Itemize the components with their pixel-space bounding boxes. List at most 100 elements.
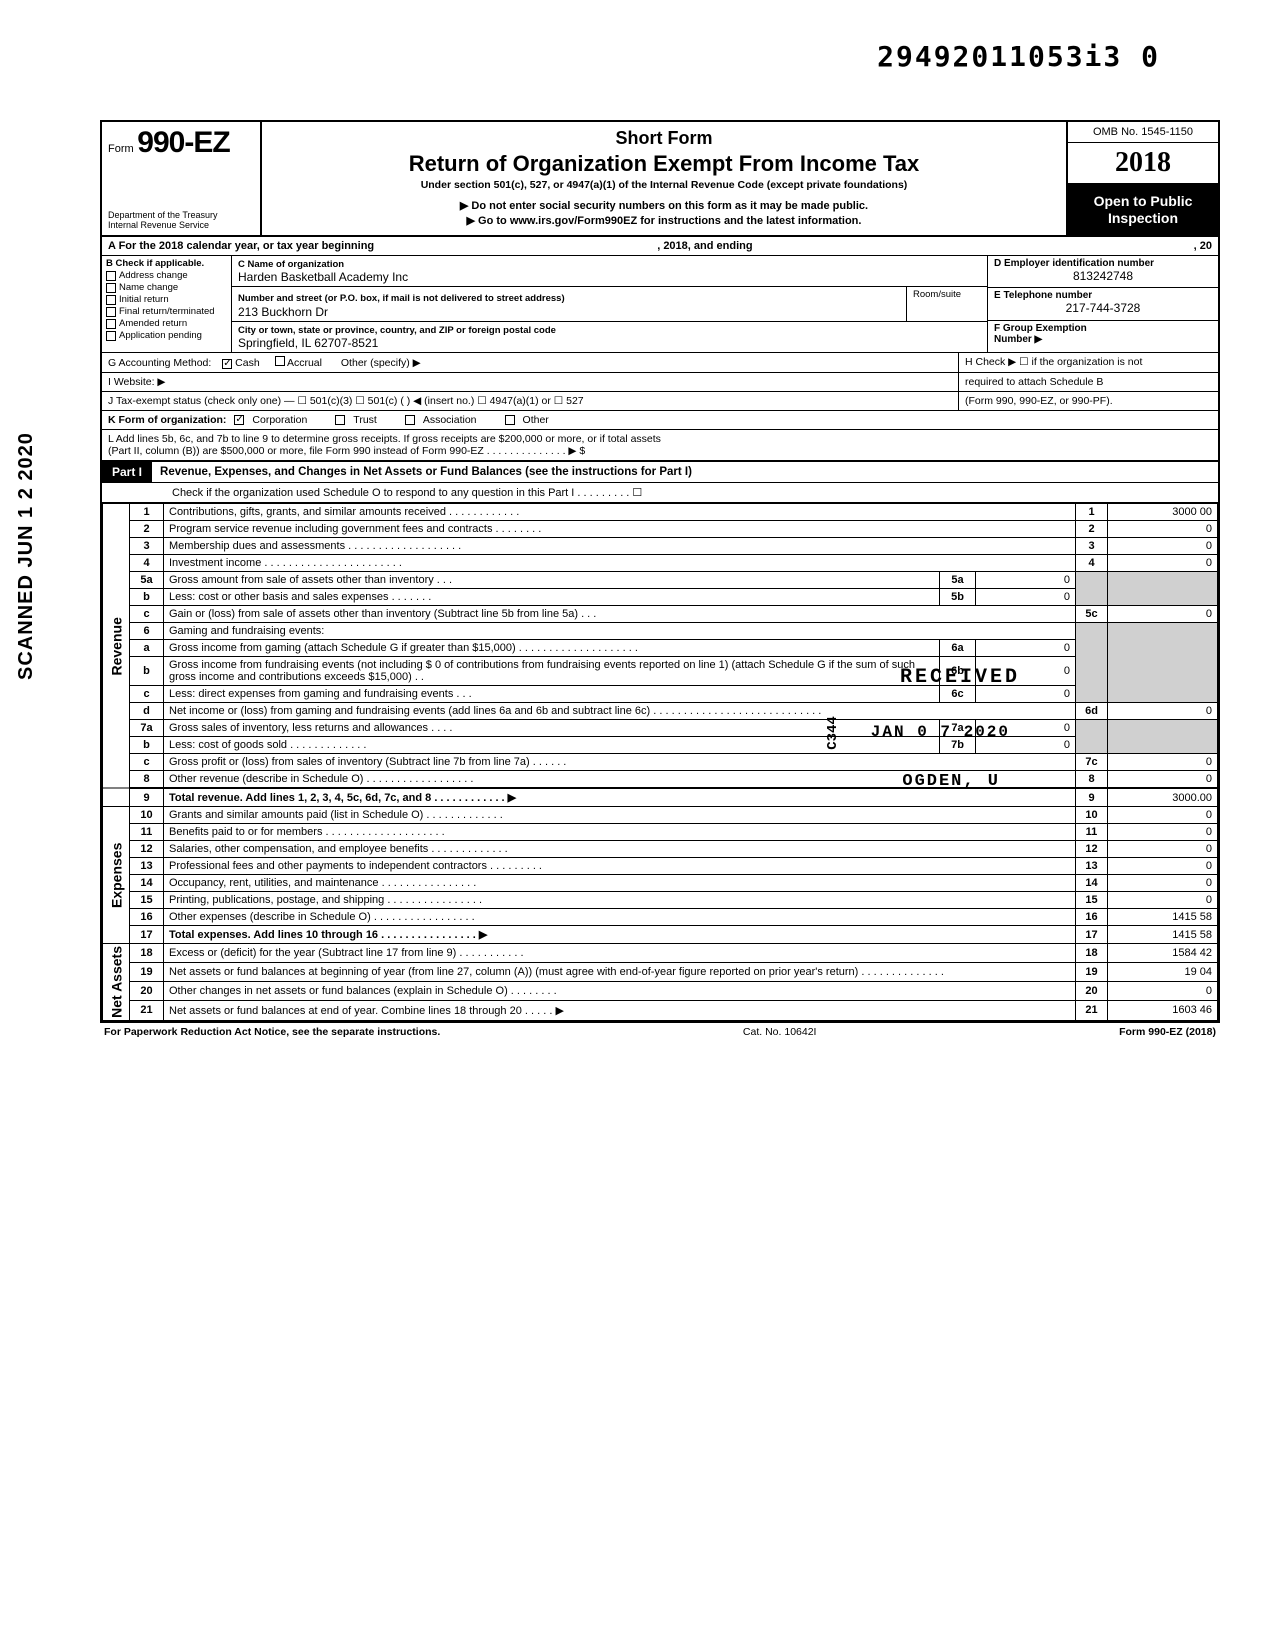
chk-label: Amended return <box>119 318 187 329</box>
trust-label: Trust <box>353 414 377 426</box>
section-bcdef: B Check if applicable. Address change Na… <box>102 256 1218 353</box>
other-org-label: Other <box>523 414 549 426</box>
ln-val: 0 <box>1108 771 1218 789</box>
ln-desc-bold: Total revenue. Add lines 1, 2, 3, 4, 5c,… <box>169 792 516 804</box>
header-center: Short Form Return of Organization Exempt… <box>262 122 1068 235</box>
row-g: G Accounting Method: Cash Accrual Other … <box>102 353 958 372</box>
subtitle: Under section 501(c), 527, or 4947(a)(1)… <box>272 179 1056 191</box>
ln-box: 3 <box>1076 538 1108 555</box>
ln-box: 6d <box>1076 703 1108 720</box>
ln-val: 0 <box>1108 754 1218 771</box>
line-17: 17 Total expenses. Add lines 10 through … <box>103 926 1218 944</box>
chk-name-change[interactable]: Name change <box>106 282 227 293</box>
ln-box: 20 <box>1076 981 1108 1000</box>
ln-sub: 5b <box>940 589 976 606</box>
line-3: 3 Membership dues and assessments . . . … <box>103 538 1218 555</box>
ln-desc: Gross income from gaming (attach Schedul… <box>164 640 940 657</box>
chk-label: Name change <box>119 282 178 293</box>
line-7c: c Gross profit or (loss) from sales of i… <box>103 754 1218 771</box>
chk-accrual[interactable] <box>275 356 285 366</box>
ln-num: 1 <box>130 504 164 521</box>
ln-box: 14 <box>1076 875 1108 892</box>
h-label-3: (Form 990, 990-EZ, or 990-PF). <box>965 395 1212 407</box>
footer: For Paperwork Reduction Act Notice, see … <box>100 1023 1220 1041</box>
checkbox-icon <box>106 295 116 305</box>
d-label: D Employer identification number <box>994 258 1212 269</box>
revenue-side-label: Revenue <box>103 504 130 789</box>
ln-num: b <box>130 737 164 754</box>
assoc-label: Association <box>423 414 477 426</box>
blank-side <box>103 788 130 807</box>
row-a-left-text: A For the 2018 calendar year, or tax yea… <box>108 240 374 252</box>
ln-num: c <box>130 606 164 623</box>
cash-label: Cash <box>235 357 260 369</box>
part-1-header: Part I Revenue, Expenses, and Changes in… <box>102 462 1218 483</box>
chk-pending[interactable]: Application pending <box>106 330 227 341</box>
ln-box: 8 <box>1076 771 1108 789</box>
ln-subval: 0 <box>976 572 1076 589</box>
e-label: E Telephone number <box>994 290 1212 301</box>
ln-val: 0 <box>1108 824 1218 841</box>
ln-desc: Less: cost or other basis and sales expe… <box>164 589 940 606</box>
line-7b: b Less: cost of goods sold . . . . . . .… <box>103 737 1218 754</box>
line-10: Expenses 10 Grants and similar amounts p… <box>103 807 1218 824</box>
ln-box: 11 <box>1076 824 1108 841</box>
chk-trust[interactable] <box>335 415 345 425</box>
part-1-title: Revenue, Expenses, and Changes in Net As… <box>152 463 1218 481</box>
ln-num: 18 <box>130 944 164 963</box>
shaded-cell <box>1076 572 1108 606</box>
ln-box: 16 <box>1076 909 1108 926</box>
chk-label: Initial return <box>119 294 169 305</box>
footer-mid: Cat. No. 10642I <box>743 1026 817 1038</box>
line-20: 20 Other changes in net assets or fund b… <box>103 981 1218 1000</box>
line-11: 11 Benefits paid to or for members . . .… <box>103 824 1218 841</box>
row-l: L Add lines 5b, 6c, and 7b to line 9 to … <box>102 430 1218 462</box>
document-number: 29492011053i3 0 <box>877 40 1160 73</box>
ln-val: 0 <box>1108 555 1218 572</box>
ln-desc: Gross profit or (loss) from sales of inv… <box>164 754 1076 771</box>
footer-left: For Paperwork Reduction Act Notice, see … <box>104 1026 440 1038</box>
chk-address-change[interactable]: Address change <box>106 270 227 281</box>
ln-box: 21 <box>1076 1000 1108 1020</box>
ln-val: 3000 00 <box>1108 504 1218 521</box>
chk-final-return[interactable]: Final return/terminated <box>106 306 227 317</box>
line-4: 4 Investment income . . . . . . . . . . … <box>103 555 1218 572</box>
ln-subval: 0 <box>976 640 1076 657</box>
netassets-side-label: Net Assets <box>103 944 130 1021</box>
ln-val: 0 <box>1108 703 1218 720</box>
checkbox-icon <box>106 331 116 341</box>
ln-val: 0 <box>1108 538 1218 555</box>
line-6: 6 Gaming and fundraising events: <box>103 623 1218 640</box>
line-15: 15 Printing, publications, postage, and … <box>103 892 1218 909</box>
line-7a: 7a Gross sales of inventory, less return… <box>103 720 1218 737</box>
ln-sub: 5a <box>940 572 976 589</box>
chk-amended[interactable]: Amended return <box>106 318 227 329</box>
line-6b: b Gross income from fundraising events (… <box>103 657 1218 686</box>
omb-number: OMB No. 1545-1150 <box>1068 122 1218 143</box>
ein-value: 813242748 <box>994 269 1212 283</box>
short-form-label: Short Form <box>272 128 1056 149</box>
checkbox-icon <box>106 319 116 329</box>
form-990ez: Form 990-EZ Department of the Treasury I… <box>100 120 1220 1023</box>
ln-desc: Occupancy, rent, utilities, and maintena… <box>164 875 1076 892</box>
chk-initial-return[interactable]: Initial return <box>106 294 227 305</box>
chk-corporation[interactable] <box>234 415 244 425</box>
chk-cash[interactable] <box>222 359 232 369</box>
line-1: Revenue 1 Contributions, gifts, grants, … <box>103 504 1218 521</box>
checkbox-icon <box>106 283 116 293</box>
instruct-2: ▶ Go to www.irs.gov/Form990EZ for instru… <box>272 214 1056 227</box>
dept-label: Department of the Treasury Internal Reve… <box>108 211 254 231</box>
j-label: J Tax-exempt status (check only one) — <box>108 395 295 407</box>
chk-other-org[interactable] <box>505 415 515 425</box>
ln-box: 5c <box>1076 606 1108 623</box>
ln-desc: Investment income . . . . . . . . . . . … <box>164 555 1076 572</box>
stamp-c344: C344 <box>825 716 841 750</box>
city-cell: City or town, state or province, country… <box>232 322 987 352</box>
chk-association[interactable] <box>405 415 415 425</box>
f-label: F Group Exemption <box>994 323 1212 334</box>
ln-num: 11 <box>130 824 164 841</box>
city-value: Springfield, IL 62707-8521 <box>238 336 378 350</box>
street-cell: Number and street (or P.O. box, if mail … <box>232 287 907 321</box>
ln-val: 19 04 <box>1108 962 1218 981</box>
ln-val: 1415 58 <box>1108 926 1218 944</box>
